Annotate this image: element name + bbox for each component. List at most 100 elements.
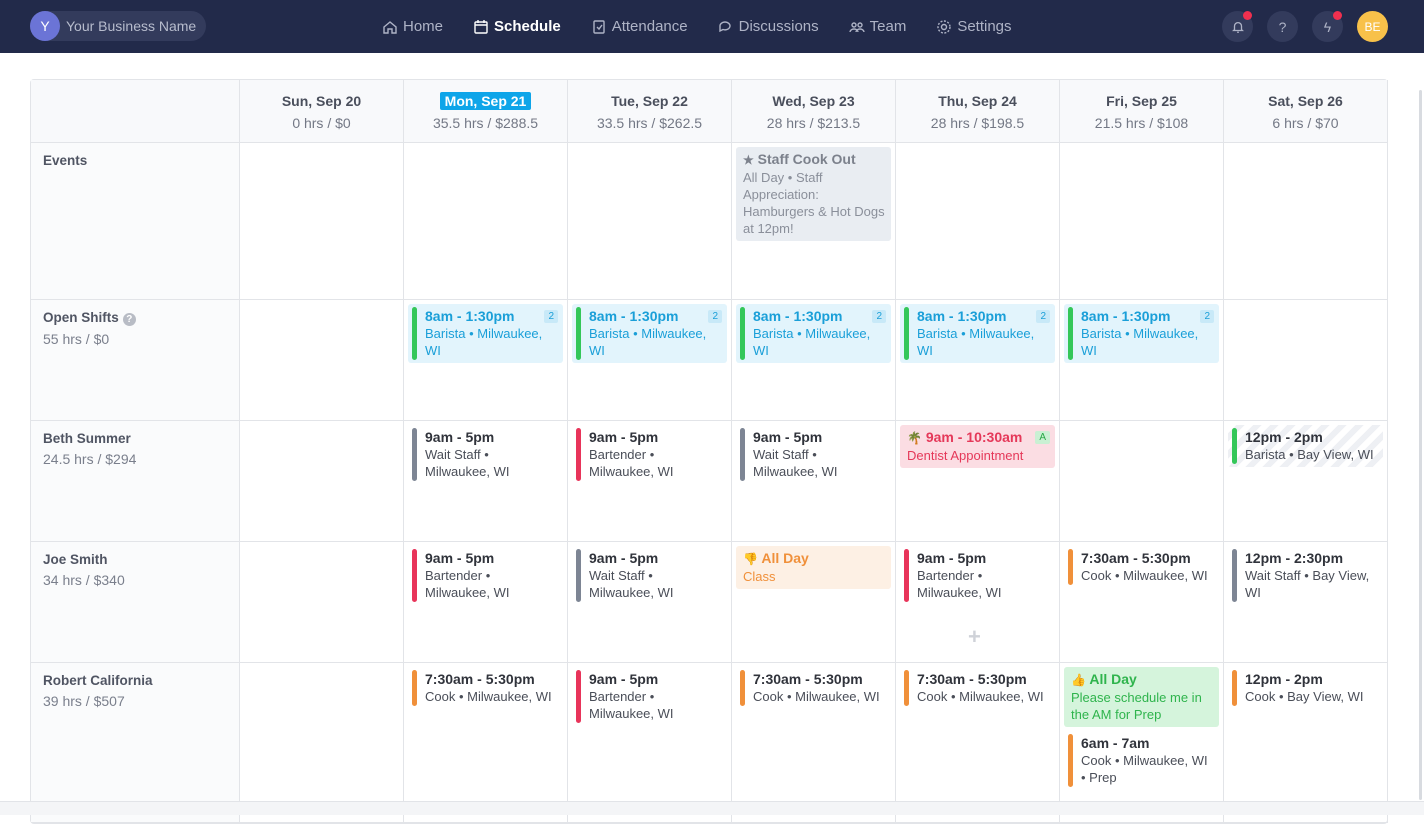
row-name-text: Beth Summer [43,431,131,446]
nav-attendance[interactable]: Attendance [591,18,688,35]
schedule-cell[interactable]: 8am - 1:30pm Barista • Milwaukee, WI 2 [404,300,568,421]
schedule-cell[interactable] [896,143,1060,300]
user-avatar[interactable]: BE [1357,11,1388,42]
schedule-cell[interactable]: 9am - 5pm Bartender • Milwaukee, WI [568,421,732,542]
shift-card[interactable]: 9am - 5pm Wait Staff • Milwaukee, WI [408,425,563,484]
row-name: Beth Summer [43,431,227,446]
schedule-cell[interactable]: 12pm - 2:30pm Wait Staff • Bay View, WI [1224,542,1388,663]
shift-card[interactable]: 9am - 5pm Wait Staff • Milwaukee, WI [572,546,727,605]
shift-card[interactable]: 9am - 5pm Bartender • Milwaukee, WI [408,546,563,605]
shift-card[interactable]: 9am - 5pm Bartender • Milwaukee, WI [572,425,727,484]
open-card[interactable]: 8am - 1:30pm Barista • Milwaukee, WI 2 [900,304,1055,363]
shift-card[interactable]: 9am - 5pm Wait Staff • Milwaukee, WI [736,425,891,484]
card-time: 8am - 1:30pm [1081,308,1171,324]
scrollbar[interactable] [1419,90,1422,800]
shift-color-bar [576,428,581,481]
schedule-cell[interactable]: ★ Staff Cook Out All Day • Staff Apprecia… [732,143,896,300]
schedule-cell[interactable]: 7:30am - 5:30pm Cook • Milwaukee, WI [404,663,568,823]
schedule-cell[interactable] [240,300,404,421]
open-card[interactable]: 8am - 1:30pm Barista • Milwaukee, WI 2 [1064,304,1219,363]
card-detail: Wait Staff • Milwaukee, WI [589,568,674,600]
shift-card[interactable]: 9am - 5pm Bartender • Milwaukee, WI [572,667,727,726]
open-card[interactable]: 8am - 1:30pm Barista • Milwaukee, WI 2 [408,304,563,363]
updates-button[interactable]: ϟ [1312,11,1343,42]
event-card[interactable]: ★ Staff Cook Out All Day • Staff Apprecia… [736,147,891,241]
notification-dot [1333,11,1342,20]
schedule-cell[interactable]: 12pm - 2pm Cook • Bay View, WI [1224,663,1388,823]
open-card[interactable]: 8am - 1:30pm Barista • Milwaukee, WI 2 [572,304,727,363]
schedule-cell[interactable]: 9am - 5pm Bartender • Milwaukee, WI [404,542,568,663]
schedule-cell[interactable] [240,663,404,823]
schedule-cell[interactable] [568,143,732,300]
schedule-cell[interactable]: 7:30am - 5:30pm Cook • Milwaukee, WI [896,663,1060,823]
day-header[interactable]: Sat, Sep 26 6 hrs / $70 [1224,80,1388,143]
shift-card[interactable]: 12pm - 2pm Cook • Bay View, WI [1228,667,1383,709]
schedule-cell[interactable] [240,421,404,542]
shift-card[interactable]: 12pm - 2:30pm Wait Staff • Bay View, WI [1228,546,1383,605]
schedule-cell[interactable] [1224,143,1388,300]
schedule-cell[interactable]: 8am - 1:30pm Barista • Milwaukee, WI 2 [568,300,732,421]
business-switcher[interactable]: Y Your Business Name [30,11,206,41]
nav-schedule[interactable]: Schedule [473,18,561,35]
schedule-cell[interactable]: 9am - 5pm Bartender • Milwaukee, WI + [896,542,1060,663]
schedule-cell[interactable]: 12pm - 2pm Barista • Bay View, WI [1224,421,1388,542]
pref-card[interactable]: 👍 All Day Please schedule me in the AM fo… [1064,667,1219,727]
schedule-cell[interactable] [1060,421,1224,542]
card-detail: Cook • Milwaukee, WI [1081,568,1208,583]
schedule-cell[interactable]: 9am - 5pm Wait Staff • Milwaukee, WI [568,542,732,663]
schedule-cell[interactable]: 9am - 5pm Wait Staff • Milwaukee, WI [732,421,896,542]
thumbs-up-icon: 👍 [1071,673,1086,687]
shift-card[interactable]: 9am - 5pm Bartender • Milwaukee, WI [900,546,1055,605]
shift-card[interactable]: 7:30am - 5:30pm Cook • Milwaukee, WI [900,667,1055,709]
shift-card[interactable]: 7:30am - 5:30pm Cook • Milwaukee, WI [736,667,891,709]
schedule-cell[interactable]: 8am - 1:30pm Barista • Milwaukee, WI 2 [732,300,896,421]
notifications-button[interactable] [1222,11,1253,42]
timeoff-card[interactable]: 🌴 9am - 10:30am Dentist Appointment A [900,425,1055,468]
schedule-cell[interactable]: 7:30am - 5:30pm Cook • Milwaukee, WI [1060,542,1224,663]
nav-team[interactable]: Team [848,18,906,35]
add-shift-icon[interactable]: + [968,624,981,649]
schedule-cell[interactable] [240,542,404,663]
schedule-cell[interactable]: 8am - 1:30pm Barista • Milwaukee, WI 2 [1060,300,1224,421]
main-menu: Home Schedule Attendance Discussions Team Set… [382,0,1012,53]
schedule-cell[interactable] [1060,143,1224,300]
card-title: 8am - 1:30pm [753,308,885,325]
day-header[interactable]: Tue, Sep 22 33.5 hrs / $262.5 [568,80,732,143]
day-header[interactable]: Fri, Sep 25 21.5 hrs / $108 [1060,80,1224,143]
card-badge: 2 [1036,310,1050,323]
nav-label: Schedule [494,18,561,35]
day-header[interactable]: Sun, Sep 20 0 hrs / $0 [240,80,404,143]
card-time: 12pm - 2:30pm [1245,550,1344,566]
shift-card[interactable]: 7:30am - 5:30pm Cook • Milwaukee, WI [408,667,563,709]
nav-home[interactable]: Home [382,18,443,35]
open-card[interactable]: 8am - 1:30pm Barista • Milwaukee, WI 2 [736,304,891,363]
card-title: ★ Staff Cook Out [743,151,885,169]
schedule-cell[interactable]: 9am - 5pm Bartender • Milwaukee, WI [568,663,732,823]
schedule-cell[interactable]: 👍 All Day Please schedule me in the AM fo… [1060,663,1224,823]
nav-settings[interactable]: Settings [936,18,1012,35]
help-icon[interactable]: ? [122,313,136,326]
day-summary: 28 hrs / $213.5 [766,115,861,131]
unavail-card[interactable]: 👎 All Day Class [736,546,891,589]
day-header[interactable]: Thu, Sep 24 28 hrs / $198.5 [896,80,1060,143]
card-detail: Bartender • Milwaukee, WI [425,568,510,600]
nav-label: Home [403,18,444,35]
card-detail: Cook • Milwaukee, WI [753,689,880,704]
schedule-cell[interactable]: 7:30am - 5:30pm Cook • Milwaukee, WI [732,663,896,823]
schedule-cell[interactable]: 9am - 5pm Wait Staff • Milwaukee, WI [404,421,568,542]
day-header[interactable]: Wed, Sep 23 28 hrs / $213.5 [732,80,896,143]
shift-card[interactable]: 6am - 7am Cook • Milwaukee, WI • Prep [1064,731,1219,790]
schedule-cell[interactable]: 👎 All Day Class [732,542,896,663]
row-hours: 34 hrs / $340 [43,572,125,588]
shift-color-bar [904,549,909,602]
schedule-cell[interactable]: 🌴 9am - 10:30am Dentist Appointment A [896,421,1060,542]
day-header[interactable]: Mon, Sep 21 35.5 hrs / $288.5 [404,80,568,143]
help-button[interactable]: ? [1267,11,1298,42]
schedule-cell[interactable] [240,143,404,300]
shift-card[interactable]: 12pm - 2pm Barista • Bay View, WI [1228,425,1383,467]
shift-card[interactable]: 7:30am - 5:30pm Cook • Milwaukee, WI [1064,546,1219,588]
schedule-cell[interactable] [1224,300,1388,421]
nav-discussions[interactable]: Discussions [718,18,819,35]
schedule-cell[interactable]: 8am - 1:30pm Barista • Milwaukee, WI 2 [896,300,1060,421]
schedule-cell[interactable] [404,143,568,300]
